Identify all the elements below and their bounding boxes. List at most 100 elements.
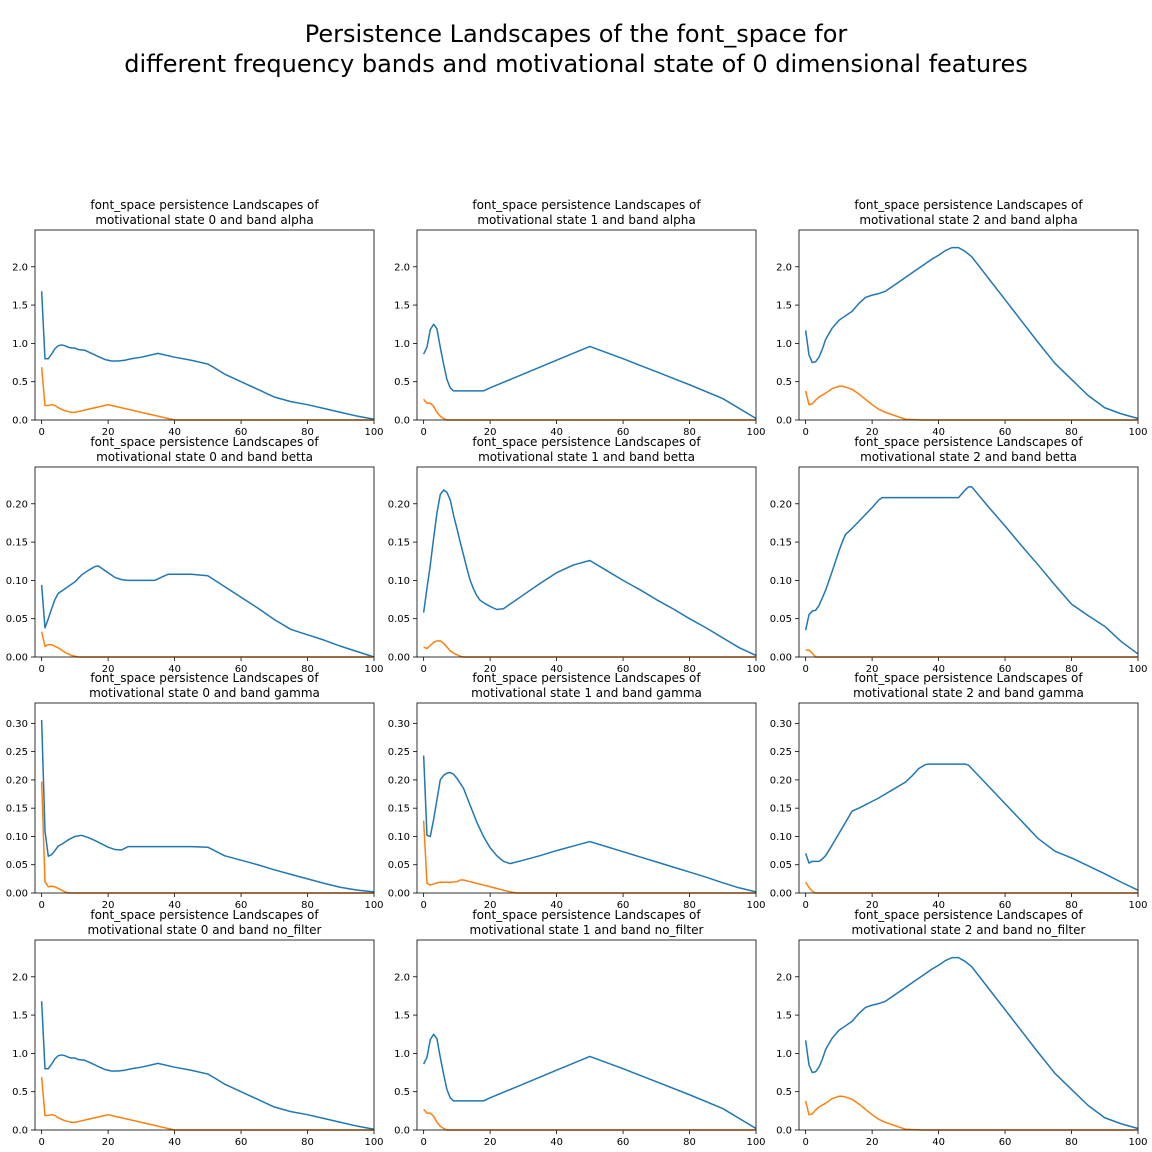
x-tick-label: 40 [932,664,945,675]
x-tick-label: 20 [484,1137,497,1148]
y-tick-label: 0.10 [770,832,792,843]
x-tick-label: 0 [38,664,44,675]
x-tick-label: 20 [866,664,879,675]
y-tick-label: 0.30 [388,719,410,730]
x-tick-label: 80 [683,1137,696,1148]
y-tick-label: 0.0 [776,416,792,427]
x-tick-label: 100 [746,427,765,438]
y-tick-label: 0.30 [6,719,28,730]
y-tick-label: 2.0 [776,972,792,983]
plot-frame [34,229,375,421]
x-tick-label: 60 [617,900,630,911]
x-tick-label: 0 [802,664,808,675]
subplot-title-line-1: font_space persistence Landscapes of [472,435,701,449]
x-tick-label: 100 [1128,900,1147,911]
x-tick-label: 80 [301,427,314,438]
x-tick-label: 40 [168,664,181,675]
x-tick-label: 60 [235,664,248,675]
y-tick-label: 0.10 [388,832,410,843]
x-tick-label: 60 [999,664,1012,675]
series-1-line [422,489,757,657]
plot-frame [798,229,1139,421]
series-1-line [804,956,1139,1130]
subplot-title-line-2: motivational state 1 and band betta [478,450,695,464]
y-tick-label: 1.5 [394,301,410,312]
x-tick-label: 20 [102,427,115,438]
subplot-3: font_space persistence Landscapes ofmoti… [776,198,1147,438]
y-tick-label: 0.0 [12,1126,28,1137]
series-1-line [40,719,375,893]
x-tick-label: 60 [617,427,630,438]
series-2-line [804,385,1138,421]
x-tick-label: 80 [1065,1137,1078,1148]
subplot-title-line-2: motivational state 0 and band alpha [95,213,313,227]
series-2-line [40,1077,374,1131]
x-tick-label: 60 [235,1137,248,1148]
subplot-11: font_space persistence Landscapes ofmoti… [394,908,765,1148]
y-tick-label: 0.25 [388,747,410,758]
figure-title-line-2: different frequency bands and motivation… [124,50,1028,78]
y-tick-label: 1.0 [394,1049,410,1060]
subplot-title-line-2: motivational state 0 and band betta [96,450,313,464]
series-2-line [423,1108,756,1131]
subplot-4: font_space persistence Landscapes ofmoti… [6,435,384,675]
y-tick-label: 0.15 [770,804,792,815]
y-tick-label: 0.0 [394,1126,410,1137]
x-tick-label: 60 [999,1137,1012,1148]
subplot-6: font_space persistence Landscapes ofmoti… [770,435,1148,675]
series-2-line [805,649,1138,658]
x-tick-label: 0 [802,1137,808,1148]
x-tick-label: 80 [301,664,314,675]
series-1-line [422,323,757,420]
subplot-title-line-1: font_space persistence Landscapes of [90,671,319,685]
x-tick-label: 100 [746,900,765,911]
y-tick-label: 0.5 [12,377,28,388]
y-tick-label: 0.10 [770,576,792,587]
x-tick-label: 40 [932,1137,945,1148]
series-2-line [804,1095,1138,1131]
x-tick-label: 40 [550,900,563,911]
x-tick-label: 60 [999,900,1012,911]
subplot-title-line-1: font_space persistence Landscapes of [472,908,701,922]
x-tick-label: 20 [866,1137,879,1148]
subplot-title-line-2: motivational state 0 and band no_filter [88,923,322,937]
x-tick-label: 100 [1128,427,1147,438]
x-tick-label: 80 [683,427,696,438]
y-tick-label: 0.20 [6,499,28,510]
y-tick-label: 2.0 [12,262,28,273]
x-tick-label: 40 [932,900,945,911]
plot-frame [416,229,757,421]
y-tick-label: 0.0 [12,416,28,427]
y-tick-label: 0.05 [770,860,792,871]
x-tick-label: 20 [102,900,115,911]
y-tick-label: 0.00 [770,889,792,900]
x-tick-label: 40 [168,900,181,911]
y-tick-label: 0.00 [6,889,28,900]
x-tick-label: 100 [1128,664,1147,675]
y-tick-label: 0.10 [6,832,28,843]
y-tick-label: 0.20 [770,499,792,510]
x-tick-label: 80 [1065,664,1078,675]
subplot-title-line-1: font_space persistence Landscapes of [854,198,1083,212]
subplot-8: font_space persistence Landscapes ofmoti… [388,671,766,911]
subplot-title-line-2: motivational state 1 and band alpha [477,213,695,227]
y-tick-label: 1.5 [776,1011,792,1022]
y-tick-label: 1.5 [776,301,792,312]
y-tick-label: 0.20 [388,499,410,510]
x-tick-label: 80 [683,900,696,911]
series-1-line [422,755,757,893]
y-tick-label: 0.00 [6,653,28,664]
x-tick-label: 20 [484,427,497,438]
series-2-line [40,367,374,421]
x-tick-label: 60 [617,1137,630,1148]
x-tick-label: 60 [999,427,1012,438]
subplot-title-line-2: motivational state 2 and band gamma [853,686,1084,700]
x-tick-label: 0 [420,664,426,675]
subplot-12: font_space persistence Landscapes ofmoti… [776,908,1147,1148]
plot-frame [798,939,1139,1131]
series-1-line [804,763,1139,891]
x-tick-label: 40 [932,427,945,438]
subplot-title-line-2: motivational state 2 and band no_filter [852,923,1086,937]
x-tick-label: 100 [364,427,383,438]
figure-title-line-1: Persistence Landscapes of the font_space… [304,20,848,48]
